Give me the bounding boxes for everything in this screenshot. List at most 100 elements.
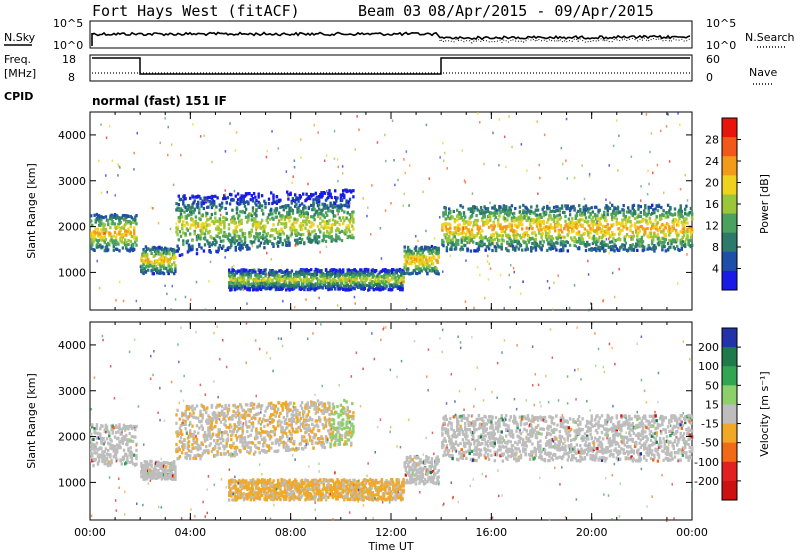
power-echo-cell xyxy=(338,237,341,241)
power-echo-cell xyxy=(606,223,609,227)
power-echo-cell xyxy=(320,269,323,273)
power-scatter-cell xyxy=(565,117,568,121)
power-scatter-cell xyxy=(618,134,620,137)
power-echo-cell xyxy=(552,205,556,209)
power-echo-cell xyxy=(234,246,237,250)
power-echo-cell xyxy=(257,276,260,280)
power-scatter-cell xyxy=(208,223,210,226)
velocity-echo-cell xyxy=(135,448,138,452)
power-echo-cell xyxy=(312,193,315,197)
date-range-title: 08/Apr/2015 - 09/Apr/2015 xyxy=(428,2,654,20)
power-echo-cell xyxy=(292,281,296,285)
power-echo-cell xyxy=(363,280,366,284)
power-echo-cell xyxy=(255,203,258,207)
power-echo-cell xyxy=(360,268,363,272)
power-scatter-cell xyxy=(313,123,315,127)
power-echo-cell xyxy=(336,204,339,208)
power-echo-cell xyxy=(147,257,150,261)
power-echo-cell xyxy=(339,276,343,281)
power-echo-band xyxy=(441,203,694,253)
power-scatter-cell xyxy=(376,141,379,144)
power-echo-cell xyxy=(321,239,324,243)
power-echo-cell xyxy=(475,221,478,225)
power-echo-cell xyxy=(613,242,616,246)
power-echo-cell xyxy=(365,273,369,277)
power-echo-cell xyxy=(193,199,196,203)
power-echo-cell xyxy=(645,220,648,224)
power-echo-cell xyxy=(629,210,632,214)
power-echo-cell xyxy=(684,207,687,211)
power-echo-cell xyxy=(547,224,550,229)
power-echo-cell xyxy=(284,206,288,210)
power-echo-cell xyxy=(240,243,243,247)
power-scatter-cell xyxy=(100,191,103,195)
power-echo-cell xyxy=(292,272,296,276)
power-echo-cell xyxy=(323,191,327,195)
power-echo-cell xyxy=(609,234,613,238)
power-echo-cell xyxy=(592,234,596,238)
power-echo-cell xyxy=(621,218,624,222)
power-scatter-cell xyxy=(522,280,524,283)
power-echo-cell xyxy=(133,231,136,235)
power-echo-cell xyxy=(550,217,553,221)
power-echo-cell xyxy=(686,230,689,234)
power-echo-cell xyxy=(260,194,264,198)
power-echo-cell xyxy=(481,217,484,221)
power-echo-cell xyxy=(263,199,266,203)
power-echo-cell xyxy=(687,241,690,245)
power-echo-cell xyxy=(279,205,282,209)
power-echo-cell xyxy=(357,285,361,289)
power-echo-cell xyxy=(281,230,284,234)
power-scatter-cell xyxy=(307,182,309,186)
power-echo-cell xyxy=(632,248,636,252)
power-echo-cell xyxy=(201,229,204,233)
power-echo-cell xyxy=(592,219,596,223)
power-echo-cell xyxy=(345,201,348,205)
power-echo-cell xyxy=(351,212,354,216)
power-echo-cell xyxy=(121,246,125,250)
power-echo-cell xyxy=(460,237,463,241)
power-echo-cell xyxy=(242,197,245,201)
power-echo-cell xyxy=(248,247,251,251)
power-echo-cell xyxy=(305,275,308,279)
power-echo-cell xyxy=(587,230,590,235)
power-echo-cell xyxy=(176,227,179,231)
power-echo-cell xyxy=(551,237,555,241)
power-echo-cell xyxy=(628,235,631,239)
power-echo-cell xyxy=(329,282,332,287)
power-echo-cell xyxy=(412,259,415,263)
power-echo-cell xyxy=(563,226,566,230)
power-echo-cell xyxy=(258,202,261,206)
power-scatter-cell xyxy=(318,273,321,276)
power-echo-cell xyxy=(210,212,214,217)
power-echo-cell xyxy=(211,195,215,199)
power-echo-cell xyxy=(324,268,328,272)
power-echo-cell xyxy=(310,215,313,219)
power-echo-cell xyxy=(501,234,504,238)
power-echo-cell xyxy=(315,271,319,275)
power-echo-cell xyxy=(652,208,655,212)
velocity-echo-cell xyxy=(135,462,138,466)
power-echo-cell xyxy=(359,275,362,279)
power-scatter-cell xyxy=(294,244,296,247)
power-echo-cell xyxy=(246,288,249,292)
power-echo-cell xyxy=(429,256,432,260)
power-echo-cell xyxy=(343,196,346,200)
power-echo-cell xyxy=(501,207,504,211)
velocity-echo-cell xyxy=(142,477,145,481)
power-echo-cell xyxy=(403,271,406,275)
power-scatter-cell xyxy=(233,264,235,268)
power-echo-cell xyxy=(452,231,455,235)
power-echo-cell xyxy=(448,234,451,238)
power-scatter-cell xyxy=(253,267,256,271)
power-echo-cell xyxy=(575,214,579,218)
power-echo-cell xyxy=(334,283,337,287)
power-scatter-cell xyxy=(317,131,319,134)
power-echo-cell xyxy=(331,218,335,222)
power-echo-cell xyxy=(542,221,545,226)
power-scatter-cell xyxy=(242,288,245,291)
power-scatter-cell xyxy=(157,221,160,225)
power-echo-cell xyxy=(199,218,202,222)
power-echo-cell xyxy=(264,240,267,244)
